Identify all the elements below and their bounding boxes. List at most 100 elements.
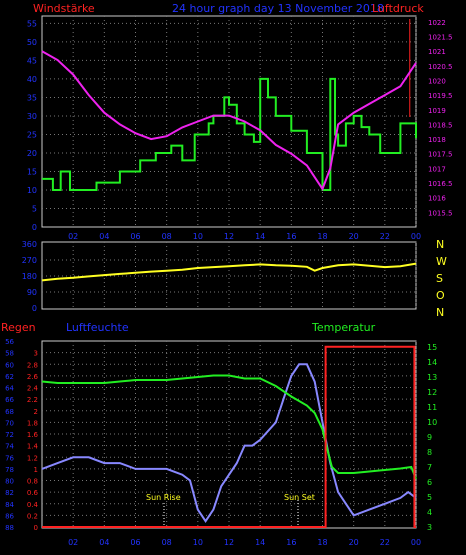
wind-y-tick-label: 35 xyxy=(27,93,37,102)
rain-y-tick-label: 1.2 xyxy=(27,454,38,462)
pressure-y-tick-label: 1015.5 xyxy=(428,209,453,217)
pressure-y-tick-label: 1018 xyxy=(428,136,446,144)
temperature-y-tick-label: 5 xyxy=(427,493,432,502)
sunset-label: Sun Set xyxy=(284,493,315,502)
wind-pressure-plot-area xyxy=(41,15,417,228)
rain-y-tick-label: 2.6 xyxy=(27,373,39,381)
rain-y-tick-label: 3 xyxy=(34,350,38,358)
humidity-y-tick-label: 82 xyxy=(5,489,14,497)
sunrise-label: Sun Rise xyxy=(146,493,181,502)
x-tick-label: 20 xyxy=(349,232,359,241)
humidity-y-tick-label: 62 xyxy=(5,373,14,381)
rain-y-tick-label: 0 xyxy=(34,524,38,532)
wind-direction-line xyxy=(41,262,417,282)
wind-axis-title: Windstärke xyxy=(33,2,95,15)
temperature-y-tick-label: 15 xyxy=(427,343,437,352)
humidity-y-tick-label: 58 xyxy=(5,350,14,358)
x-tick-label: 16 xyxy=(286,538,296,547)
humidity-y-tick-label: 88 xyxy=(5,524,14,532)
rain-y-tick-label: 2.2 xyxy=(27,396,38,404)
pressure-y-tick-label: 1019 xyxy=(428,107,446,115)
wind-y-axis-ticks: 0 5 10 15 20 25 30 35 40 45 50 55 xyxy=(27,19,37,232)
temperature-y-tick-label: 13 xyxy=(427,373,437,382)
humidity-y-tick-label: 76 xyxy=(5,454,14,462)
pressure-y-tick-label: 1022 xyxy=(428,19,446,27)
humidity-axis-title: Luftfeuchte xyxy=(66,321,129,334)
x-tick-label: 00 xyxy=(411,538,421,547)
direction-y-tick-label: 0 xyxy=(32,304,37,313)
rain-y-tick-label: 0.6 xyxy=(27,489,39,497)
lower-grid xyxy=(42,341,417,527)
temperature-y-tick-label: 3 xyxy=(427,523,432,532)
rain-humidity-temperature-panel: Regen Luftfeuchte Temperatur 56586062646… xyxy=(1,321,437,547)
x-tick-label: 08 xyxy=(162,538,172,547)
rain-y-axis-ticks: 0 0.2 0.4 0.6 0.8 1 1.2 1.4 1.6 1.8 2 2.2 2.4 2.6 2.8 3 xyxy=(27,350,39,532)
humidity-y-tick-label: 68 xyxy=(5,408,14,416)
x-tick-label: 16 xyxy=(286,232,296,241)
rain-y-tick-label: 0.2 xyxy=(27,512,38,520)
pressure-y-tick-label: 1021.5 xyxy=(428,34,453,42)
temperature-line xyxy=(41,374,417,480)
wind-pressure-panel: Windstärke 24 hour graph day 13 November… xyxy=(27,2,453,241)
wind-y-tick-label: 50 xyxy=(27,38,37,47)
temperature-y-axis-ticks: 3 4 5 6 7 8 9 10 11 12 13 14 15 xyxy=(427,343,437,532)
pressure-y-tick-label: 1018.5 xyxy=(428,121,453,129)
wind-y-tick-label: 15 xyxy=(27,167,37,176)
temperature-y-tick-label: 9 xyxy=(427,433,432,442)
temperature-y-tick-label: 12 xyxy=(427,388,437,397)
pressure-y-tick-label: 1016.5 xyxy=(428,180,453,188)
compass-letter: N xyxy=(436,306,444,319)
x-tick-label: 06 xyxy=(130,538,140,547)
pressure-y-tick-label: 1020 xyxy=(428,77,446,85)
humidity-y-axis-ticks: 56 58 60 62 64 66 68 70 72 74 76 78 80 82 84 86 88 xyxy=(5,338,14,532)
pressure-y-tick-label: 1016 xyxy=(428,195,446,203)
direction-y-tick-label: 90 xyxy=(27,288,37,297)
wind-y-tick-label: 5 xyxy=(32,204,37,213)
wind-y-tick-label: 10 xyxy=(27,186,37,195)
humidity-y-tick-label: 74 xyxy=(5,443,14,451)
humidity-y-tick-label: 60 xyxy=(5,361,14,369)
temperature-y-tick-label: 4 xyxy=(427,508,432,517)
humidity-y-tick-label: 64 xyxy=(5,385,14,393)
wind-y-tick-label: 55 xyxy=(27,19,37,28)
compass-letter: W xyxy=(436,255,447,268)
wind-y-tick-label: 0 xyxy=(32,223,37,232)
rain-y-tick-label: 1 xyxy=(34,466,38,474)
temperature-axis-title: Temperatur xyxy=(311,321,376,334)
x-tick-label: 12 xyxy=(224,232,234,241)
x-tick-label: 10 xyxy=(193,232,203,241)
wind-y-tick-label: 25 xyxy=(27,130,37,139)
humidity-y-tick-label: 86 xyxy=(5,512,14,520)
x-tick-label: 22 xyxy=(380,538,390,547)
humidity-y-tick-label: 78 xyxy=(5,466,14,474)
wind-x-axis-ticks: 02 04 06 08 10 12 14 16 18 20 22 00 xyxy=(68,232,421,241)
humidity-y-tick-label: 84 xyxy=(5,501,14,509)
temperature-y-tick-label: 10 xyxy=(427,418,437,427)
x-tick-label: 22 xyxy=(380,232,390,241)
humidity-y-tick-label: 70 xyxy=(5,419,14,427)
wind-y-tick-label: 20 xyxy=(27,149,37,158)
date-title: 24 hour graph day 13 November 2018 xyxy=(172,2,384,15)
x-tick-label: 12 xyxy=(224,538,234,547)
rain-y-tick-label: 0.8 xyxy=(27,478,38,486)
humidity-y-tick-label: 80 xyxy=(5,478,14,486)
direction-y-tick-label: 180 xyxy=(22,272,37,281)
x-tick-label: 20 xyxy=(349,538,359,547)
x-tick-label: 14 xyxy=(255,232,265,241)
x-tick-label: 18 xyxy=(317,232,327,241)
x-tick-label: 02 xyxy=(68,538,78,547)
humidity-y-tick-label: 56 xyxy=(5,338,14,346)
rain-y-tick-label: 2 xyxy=(34,408,38,416)
humidity-y-tick-label: 72 xyxy=(5,431,14,439)
pressure-y-tick-label: 1020.5 xyxy=(428,63,453,71)
direction-y-tick-label: 270 xyxy=(22,256,37,265)
rain-axis-title: Regen xyxy=(1,321,36,334)
rain-y-tick-label: 1.4 xyxy=(27,443,39,451)
x-tick-label: 04 xyxy=(99,538,109,547)
rain-y-tick-label: 1.8 xyxy=(27,419,38,427)
pressure-y-tick-label: 1017 xyxy=(428,165,446,173)
compass-letter: O xyxy=(436,289,445,302)
